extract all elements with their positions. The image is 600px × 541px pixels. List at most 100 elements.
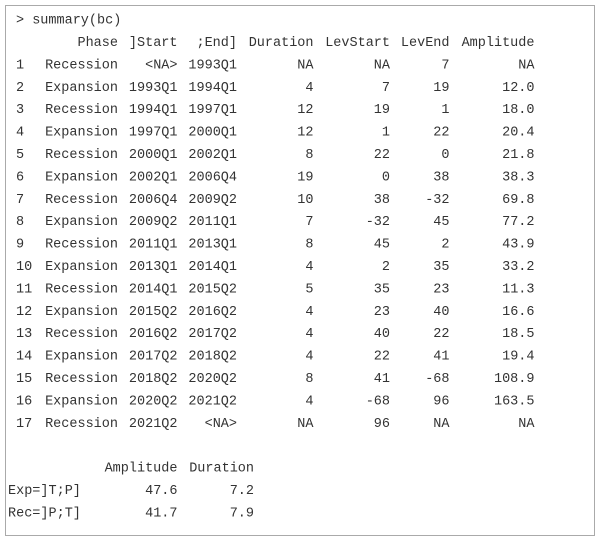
cell: 38.3	[502, 170, 534, 185]
row-name: 7	[16, 193, 24, 208]
command: > summary(bc)	[16, 14, 121, 29]
cell: 96	[433, 394, 449, 409]
cell: 2017Q2	[129, 350, 178, 365]
cell: 33.2	[502, 260, 534, 275]
cell: 2013Q1	[129, 260, 178, 275]
cell: 5	[305, 282, 313, 297]
cell: 2002Q1	[188, 148, 237, 163]
cell: 4	[305, 394, 313, 409]
cell: 38	[433, 170, 449, 185]
summary-cell: 41.7	[145, 506, 177, 521]
cell: 22	[433, 327, 449, 342]
row-name: 11	[16, 282, 32, 297]
cell: Recession	[45, 327, 118, 342]
cell: 35	[433, 260, 449, 275]
cell: 2009Q2	[129, 215, 178, 230]
cell: 22	[374, 148, 390, 163]
row-name: 5	[16, 148, 24, 163]
column-header: ]Start	[129, 36, 178, 51]
cell: 163.5	[494, 394, 535, 409]
cell: 1994Q1	[188, 81, 237, 96]
summary-cell: 7.2	[230, 484, 254, 499]
cell: 19	[433, 81, 449, 96]
cell: Expansion	[45, 215, 118, 230]
cell: NA	[518, 417, 535, 432]
cell: 2016Q2	[129, 327, 178, 342]
cell: 19	[374, 103, 390, 118]
cell: 16.6	[502, 305, 534, 320]
cell: 19.4	[502, 350, 534, 365]
cell: 40	[433, 305, 449, 320]
cell: 45	[374, 238, 390, 253]
cell: 2020Q2	[129, 394, 178, 409]
cell: 1997Q1	[129, 126, 178, 141]
cell: Expansion	[45, 170, 118, 185]
cell: NA	[374, 58, 391, 73]
cell: 20.4	[502, 126, 534, 141]
cell: 18.5	[502, 327, 534, 342]
column-header: LevEnd	[401, 36, 450, 51]
cell: 2000Q1	[129, 148, 178, 163]
cell: 2002Q1	[129, 170, 178, 185]
frame	[5, 5, 595, 536]
cell: NA	[433, 417, 450, 432]
summary-row-name: Exp=]T;P]	[8, 484, 81, 499]
cell: 23	[374, 305, 390, 320]
cell: 2011Q1	[129, 238, 178, 253]
cell: 0	[441, 148, 449, 163]
column-header: Duration	[249, 36, 314, 51]
cell: 2015Q2	[129, 305, 178, 320]
row-name: 8	[16, 215, 24, 230]
cell: 2009Q2	[188, 193, 237, 208]
cell: -32	[425, 193, 449, 208]
cell: Recession	[45, 372, 118, 387]
cell: Recession	[45, 148, 118, 163]
cell: 69.8	[502, 193, 534, 208]
cell: 18.0	[502, 103, 534, 118]
cell: 2014Q1	[129, 282, 178, 297]
cell: 12.0	[502, 81, 534, 96]
column-header: Amplitude	[462, 36, 535, 51]
cell: 11.3	[502, 282, 534, 297]
cell: Expansion	[45, 260, 118, 275]
cell: 7	[382, 81, 390, 96]
summary-cell: 47.6	[145, 484, 177, 499]
cell: Expansion	[45, 305, 118, 320]
cell: Recession	[45, 417, 118, 432]
cell: 2011Q1	[188, 215, 237, 230]
cell: 43.9	[502, 238, 534, 253]
cell: 10	[297, 193, 313, 208]
summary-row-name: Rec=]P;T]	[8, 506, 81, 521]
cell: 7	[441, 58, 449, 73]
cell: 7	[305, 215, 313, 230]
cell: 1997Q1	[188, 103, 237, 118]
cell: 108.9	[494, 372, 535, 387]
cell: 77.2	[502, 215, 534, 230]
cell: -68	[425, 372, 449, 387]
cell: 41	[433, 350, 449, 365]
cell: Recession	[45, 103, 118, 118]
cell: 38	[374, 193, 390, 208]
cell: 40	[374, 327, 390, 342]
row-name: 1	[16, 58, 24, 73]
summary-header: Duration	[189, 462, 254, 477]
row-name: 2	[16, 81, 24, 96]
row-name: 3	[16, 103, 24, 118]
cell: 2	[441, 238, 449, 253]
row-name: 9	[16, 238, 24, 253]
cell: 2000Q1	[188, 126, 237, 141]
cell: Recession	[45, 282, 118, 297]
cell: Recession	[45, 193, 118, 208]
cell: 4	[305, 327, 313, 342]
cell: 4	[305, 350, 313, 365]
cell: 2020Q2	[188, 372, 237, 387]
cell: 2015Q2	[188, 282, 237, 297]
cell: 2014Q1	[188, 260, 237, 275]
row-name: 16	[16, 394, 32, 409]
cell: 1	[441, 103, 449, 118]
cell: 2018Q2	[188, 350, 237, 365]
cell: 35	[374, 282, 390, 297]
cell: Expansion	[45, 126, 118, 141]
